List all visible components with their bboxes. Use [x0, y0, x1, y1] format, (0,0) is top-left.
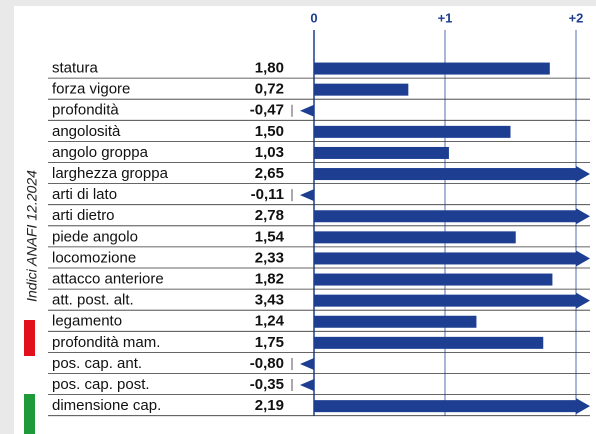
bar — [314, 273, 553, 286]
value-label: 2,33 — [255, 249, 284, 266]
bar — [314, 146, 449, 159]
annotation: Indici ANAFI 12.2024 — [24, 170, 40, 302]
x-tick-label: +1 — [438, 10, 453, 25]
value-label: 1,24 — [255, 313, 285, 330]
value-label: -0,47 — [250, 102, 284, 119]
category-label: larghezza groppa — [52, 165, 169, 182]
category-label: arti dietro — [52, 207, 115, 224]
category-label: att. post. alt. — [52, 292, 134, 309]
category-label: attacco anteriore — [52, 271, 164, 288]
category-label: piede angolo — [52, 228, 138, 245]
bar — [314, 83, 409, 96]
value-label: 3,43 — [255, 292, 284, 309]
bar — [314, 125, 511, 138]
value-label: -0,35 — [250, 376, 284, 393]
value-label: 2,19 — [255, 397, 284, 414]
bar — [300, 357, 314, 370]
value-label: 1,75 — [255, 334, 284, 351]
bar — [314, 294, 576, 307]
value-label: -0,80 — [250, 355, 284, 372]
bar — [314, 210, 576, 223]
x-tick-label: +2 — [569, 10, 584, 25]
value-label: 0,72 — [255, 81, 284, 98]
overflow-arrow — [576, 292, 590, 309]
value-label: 1,80 — [255, 60, 284, 77]
category-label: dimensione cap. — [52, 397, 161, 414]
value-label: 1,82 — [255, 271, 284, 288]
category-label: pos. cap. post. — [52, 376, 150, 393]
bar — [314, 315, 477, 328]
bar — [314, 231, 516, 244]
category-label: pos. cap. ant. — [52, 355, 142, 372]
bar — [300, 104, 314, 117]
category-label: statura — [52, 60, 99, 77]
category-label: arti di lato — [52, 186, 117, 203]
value-label: -0,11 — [251, 186, 284, 203]
bar — [314, 336, 544, 349]
bar — [314, 168, 576, 181]
bar — [314, 62, 550, 75]
value-label: 2,78 — [255, 207, 284, 224]
category-label: angolo groppa — [52, 144, 149, 161]
value-label: 2,65 — [255, 165, 284, 182]
value-label: 1,50 — [255, 123, 284, 140]
red-marker — [24, 320, 35, 356]
category-label: profondità mam. — [52, 334, 160, 351]
category-label: angolosità — [52, 123, 121, 140]
overflow-arrow — [576, 208, 590, 225]
overflow-arrow — [576, 398, 590, 415]
x-tick-label: 0 — [310, 10, 317, 25]
bar — [300, 189, 314, 202]
bar — [314, 400, 576, 413]
category-label: forza vigore — [52, 81, 130, 98]
overflow-arrow — [576, 250, 590, 267]
category-label: legamento — [52, 313, 122, 330]
category-label: locomozione — [52, 249, 136, 266]
bar — [314, 252, 576, 265]
bar — [300, 379, 314, 392]
value-label: 1,54 — [255, 228, 285, 245]
value-label: 1,03 — [255, 144, 284, 161]
overflow-arrow — [576, 166, 590, 183]
green-marker — [24, 394, 35, 434]
category-label: profondità — [52, 102, 119, 119]
